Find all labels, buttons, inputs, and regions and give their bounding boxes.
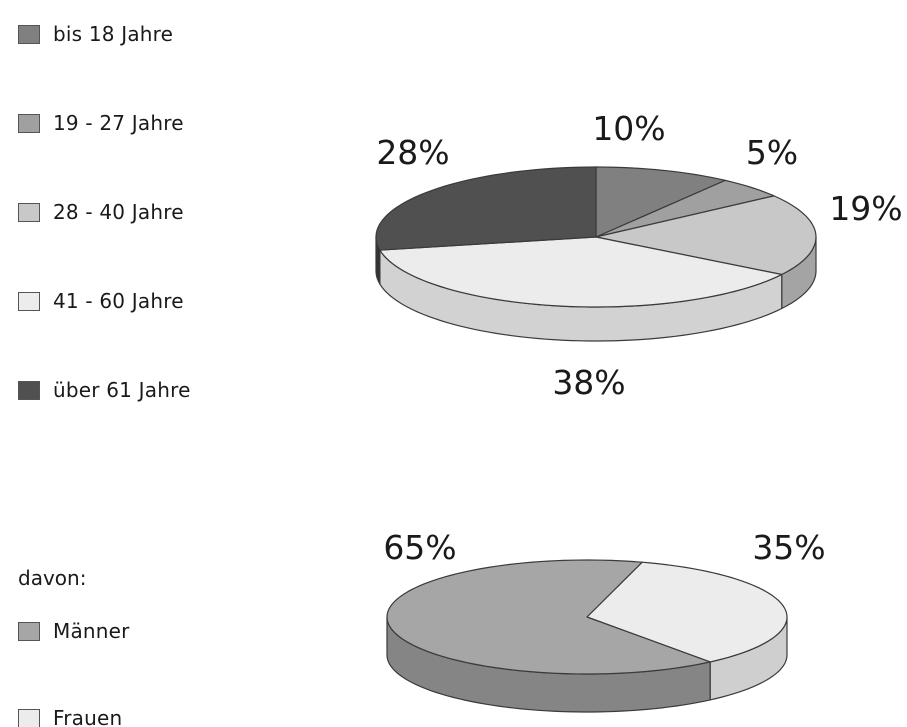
legend-label: 41 - 60 Jahre — [53, 289, 184, 313]
legend-swatch — [18, 202, 40, 222]
pie-age-slice-2 — [595, 179, 775, 238]
legend-swatch — [18, 113, 40, 133]
legend-heading: davon: — [18, 566, 87, 590]
pie-gender-label-1: 65% — [383, 528, 456, 567]
legend-swatch — [18, 24, 40, 44]
pie-age-slice-5 — [375, 166, 597, 251]
legend-item-gender-2: Frauen — [18, 705, 122, 727]
pie-labels-age: 10% 5% 19% 38% 28% — [376, 109, 902, 402]
pie-age-label-4: 38% — [552, 363, 625, 402]
pie-age-slice-4 — [379, 236, 783, 308]
pie-age-label-1: 10% — [592, 109, 665, 148]
legend-item-age-4: 41 - 60 Jahre — [18, 288, 184, 314]
legend-label: über 61 Jahre — [53, 378, 191, 402]
legend-label: 28 - 40 Jahre — [53, 200, 184, 224]
legend-item-age-3: 28 - 40 Jahre — [18, 199, 184, 225]
pie-labels-gender: 65% 35% — [383, 528, 825, 567]
legend-swatch — [18, 621, 40, 641]
pie-age-label-2: 5% — [746, 133, 798, 172]
pie-age-slice-1 — [595, 166, 726, 238]
legend-swatch — [18, 291, 40, 311]
legend-label: Frauen — [53, 706, 123, 727]
legend-item-age-2: 19 - 27 Jahre — [18, 110, 184, 136]
legend-item-age-1: bis 18 Jahre — [18, 21, 173, 47]
pie-age-label-3: 19% — [829, 189, 902, 228]
legend-label: 19 - 27 Jahre — [53, 111, 184, 135]
pie-gender-label-2: 35% — [752, 528, 825, 567]
pie-chart-age — [375, 166, 817, 342]
legend-label: Männer — [53, 619, 130, 643]
legend-item-age-5: über 61 Jahre — [18, 377, 191, 403]
pie-gender-slice-frauen — [586, 561, 788, 663]
pie-age-slice-3 — [595, 195, 817, 276]
legend-swatch — [18, 380, 40, 400]
legend-item-gender-1: Männer — [18, 618, 130, 644]
pie-age-label-5: 28% — [376, 133, 449, 172]
pie-gender-slice-maenner — [386, 559, 711, 675]
legend-label: bis 18 Jahre — [53, 22, 174, 46]
pie-chart-gender — [386, 559, 788, 713]
